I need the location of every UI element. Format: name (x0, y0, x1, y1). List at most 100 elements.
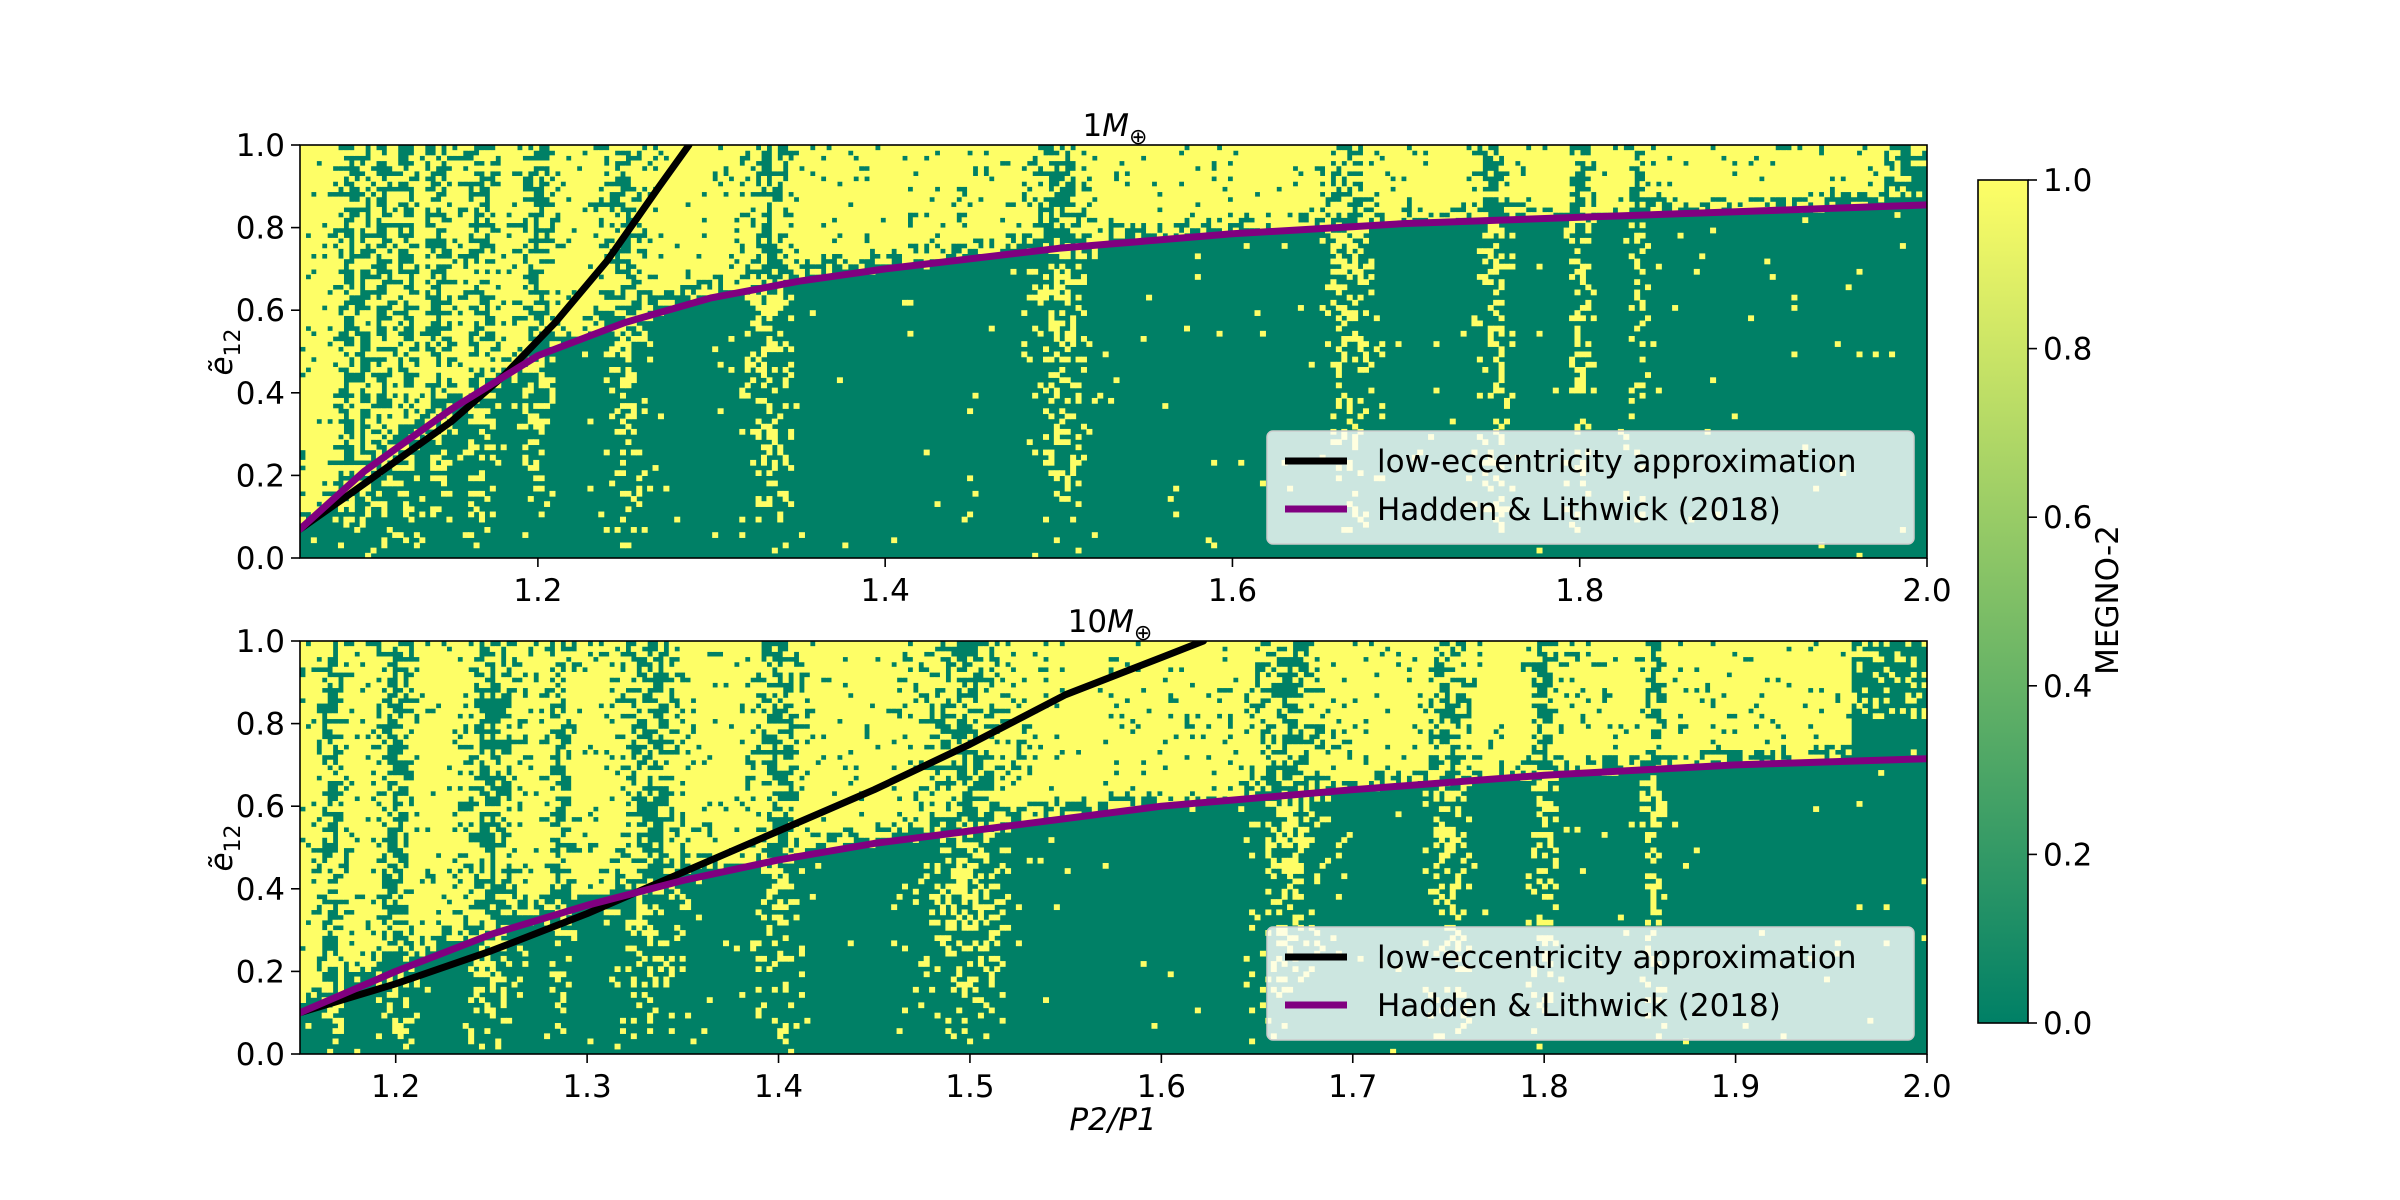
panel-bottom-chaos-cell (988, 671, 995, 678)
panel-top-chaos-cell (441, 305, 448, 311)
panel-bottom-chaos-cell (321, 832, 328, 838)
panel-bottom-chaos-cell (451, 641, 458, 730)
panel-top-chaos-cell (636, 160, 643, 193)
colorbar-gradient (1977, 179, 2029, 1024)
panel-bottom-chaos-cell (630, 708, 637, 714)
panel-bottom-chaos-cell (554, 924, 561, 936)
panel-top-chaos-cell (522, 387, 529, 399)
panel-top-chaos-cell (777, 490, 784, 497)
panel-bottom-chaos-cell (560, 862, 567, 869)
panel-top-chaos-cell (625, 506, 632, 513)
panel-bottom-chaos-cell (983, 790, 990, 797)
panel-bottom-chaos-cell (1607, 697, 1614, 725)
panel-top-chaos-cell (636, 449, 643, 456)
panel-top-chaos-cell (348, 439, 355, 446)
panel-bottom-chaos-cell (1531, 888, 1538, 895)
panel-top-chaos-cell (1856, 155, 1863, 193)
panel-top-chaos-cell (1585, 341, 1592, 347)
panel-top-chaos-cell (858, 263, 865, 270)
panel-top-chaos-cell (1043, 356, 1050, 363)
panel-top-chaos-cell (1184, 227, 1191, 234)
panel-bottom-chaos-cell (310, 723, 317, 802)
panel-bottom-chaos-cell (1362, 661, 1369, 720)
panel-bottom-chaos-cell (495, 847, 502, 885)
panel-top-chaos-cell (489, 372, 496, 378)
panel-top-chaos-cell (1053, 268, 1060, 301)
panel-top-chaos-cell (1357, 165, 1364, 172)
panel-bottom-chaos-cell (766, 666, 773, 683)
panel-bottom-chaos-cell (413, 759, 420, 812)
y-tick-label: 0.6 (236, 293, 285, 329)
panel-top-chaos-cell (489, 150, 496, 162)
panel-bottom-chaos-cell (1124, 801, 1131, 812)
panel-top-chaos-cell (1498, 423, 1505, 430)
panel-bottom-chaos-cell (977, 997, 984, 1003)
panel-top-chaos-cell (478, 490, 485, 497)
panel-bottom-chaos-cell (1259, 646, 1266, 663)
panel-top-chaos-cell (527, 160, 534, 172)
panel-bottom-chaos-cell (1395, 666, 1402, 771)
panel-top-chaos-cell (1325, 341, 1332, 347)
panel-top-chaos-cell (1639, 155, 1646, 162)
panel-bottom-chaos-cell (1861, 651, 1868, 658)
panel-top-chaos-cell (1628, 222, 1635, 229)
panel-bottom-chaos-cell (1617, 641, 1624, 725)
panel-top-chaos-cell (321, 248, 328, 255)
panel-bottom-chaos-cell (1249, 718, 1256, 725)
panel-bottom-chaos-cell (804, 775, 811, 828)
panel-bottom-chaos-cell (603, 641, 610, 652)
panel-top-chaos-cell (441, 459, 448, 471)
panel-top-chaos-cell (1574, 366, 1581, 373)
panel-bottom-chaos-cell (647, 702, 654, 709)
panel-bottom-chaos-cell (1249, 971, 1256, 978)
panel-bottom-chaos-cell (988, 790, 995, 802)
panel-bottom-chaos-cell (744, 687, 751, 756)
panel-top-chaos-cell (1357, 155, 1364, 162)
panel-top-chaos-cell (619, 274, 626, 285)
panel-top-chaos-cell (1048, 470, 1055, 476)
panel-bottom-chaos-cell (864, 739, 871, 838)
panel-top-chaos-cell (934, 237, 941, 244)
panel-top-chaos-cell (1281, 145, 1288, 229)
panel-bottom-chaos-cell (929, 986, 936, 993)
panel-top-chaos-cell (755, 279, 762, 285)
panel-top-chaos-cell (1503, 397, 1510, 409)
panel-top-chaos-cell (1710, 227, 1717, 234)
panel-bottom-chaos-cell (348, 677, 355, 709)
panel-top-chaos-cell (554, 222, 561, 244)
panel-top-chaos-cell (1590, 361, 1597, 368)
panel-top-chaos-cell (554, 145, 561, 172)
panel-bottom-chaos-cell (1189, 728, 1196, 735)
panel-bottom-chaos-cell (782, 1023, 789, 1034)
panel-top-chaos-cell (1059, 165, 1066, 172)
panel-top-chaos-cell (310, 258, 317, 270)
panel-top-chaos-cell (1590, 289, 1597, 296)
panel-top-chaos-cell (1379, 403, 1386, 409)
panel-bottom-chaos-cell (788, 739, 795, 745)
panel-top-chaos-cell (327, 196, 334, 234)
panel-top-chaos-cell (1010, 206, 1017, 234)
panel-bottom-chaos-cell (967, 924, 974, 931)
panel-top-chaos-cell (625, 490, 632, 497)
panel-top-chaos-cell (533, 160, 540, 167)
panel-bottom-chaos-cell (1574, 641, 1581, 652)
panel-top-chaos-cell (1748, 315, 1755, 322)
panel-bottom-chaos-cell (337, 723, 344, 735)
panel-top-chaos-cell (619, 449, 626, 456)
panel-top-chaos-cell (1916, 160, 1923, 167)
panel-bottom-chaos-cell (397, 671, 404, 689)
panel-bottom-chaos-cell (560, 837, 567, 843)
panel-top-chaos-cell (413, 310, 420, 342)
panel-top-chaos-cell (446, 403, 453, 409)
panel-top-chaos-cell (484, 496, 491, 502)
panel-top-chaos-cell (343, 212, 350, 218)
panel-top-chaos-cell (712, 279, 719, 296)
panel-bottom-chaos-cell (582, 754, 589, 833)
panel-top-chaos-cell (690, 294, 697, 301)
panel-top-chaos-cell (1574, 423, 1581, 435)
panel-top-chaos-cell (1487, 248, 1494, 260)
panel-bottom-chaos-cell (457, 775, 464, 787)
panel-top-chaos-cell (712, 181, 719, 275)
panel-bottom-chaos-cell (945, 733, 952, 740)
panel-bottom-chaos-cell (441, 646, 448, 895)
